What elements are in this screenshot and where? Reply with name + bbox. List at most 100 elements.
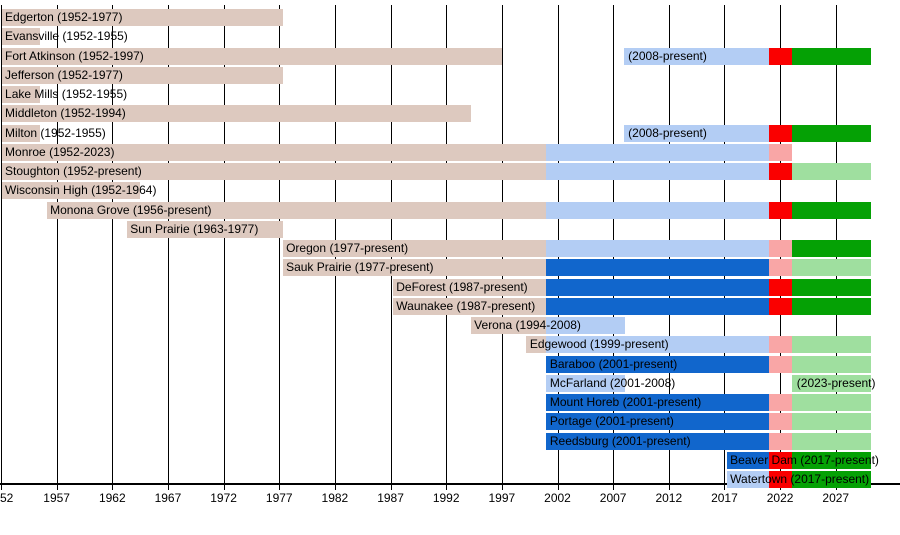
row-label: Fort Atkinson (1952-1997) <box>5 48 144 63</box>
timeline-bar-segment <box>768 240 793 257</box>
timeline-bar-segment <box>126 220 283 238</box>
row-label: Milton (1952-1955) <box>5 125 106 140</box>
timeline-bar-segment <box>792 374 872 392</box>
timeline-bar-segment <box>768 143 793 161</box>
timeline-bar-segment <box>726 471 769 488</box>
row-label: Sauk Prairie (1977-present) <box>286 260 434 275</box>
gridline-52 <box>1 5 2 483</box>
timeline-bar-segment <box>1 66 283 84</box>
axis-tick-label: 2017 <box>711 491 738 505</box>
timeline-bar-segment <box>792 240 872 257</box>
timeline-bar-segment <box>1 105 471 123</box>
timeline-bar-segment <box>792 124 872 142</box>
timeline-bar-segment <box>546 374 626 392</box>
row-label: Mount Horeb (2001-present) <box>549 395 702 409</box>
timeline-bar-segment <box>546 355 769 373</box>
row-label: Oregon (1977-present) <box>286 241 409 255</box>
gridline-1962 <box>112 5 114 483</box>
timeline-bar-segment <box>526 336 547 354</box>
timeline-bar-segment <box>768 394 793 411</box>
row-label: Waunakee (1987-present) <box>396 298 536 313</box>
timeline-bar-segment <box>768 297 793 315</box>
axis-tick-label: 2007 <box>599 491 627 505</box>
row-label: Lake Mills (1952-1955) <box>5 87 128 101</box>
axis-tick-1957 <box>56 485 58 490</box>
timeline-bar-segment <box>1 47 502 65</box>
timeline-bar-segment <box>768 124 793 142</box>
row-label: Edgerton (1952-1977) <box>5 10 123 24</box>
row-label: Portage (2001-present) <box>549 414 674 429</box>
axis-tick-label: 2002 <box>544 491 571 505</box>
row-label: Verona (1994-2008) <box>474 318 581 332</box>
axis-tick-label: 1997 <box>488 491 516 505</box>
row-extra-label: (2008-present) <box>628 125 707 140</box>
gridline-1977 <box>279 5 281 483</box>
timeline-bar-segment <box>792 259 872 277</box>
row-label: DeForest (1987-present) <box>396 279 528 294</box>
x-axis-line <box>0 483 900 485</box>
axis-tick-2007 <box>613 485 615 490</box>
timeline-bar-segment <box>792 471 872 488</box>
timeline-bar-segment <box>792 394 872 411</box>
timeline-bar-segment <box>392 278 547 296</box>
timeline-bar-segment <box>768 201 793 219</box>
timeline-bar-segment <box>792 413 872 431</box>
axis-tick-label: 1972 <box>210 491 237 505</box>
timeline-bar-segment <box>792 336 872 354</box>
axis-tick-1982 <box>334 485 336 490</box>
timeline-bar-segment <box>46 201 547 219</box>
timeline-bar-segment <box>546 394 769 411</box>
timeline-bar-segment <box>392 297 547 315</box>
axis-tick-label: 52 <box>0 491 14 505</box>
timeline-bar-segment <box>768 336 793 354</box>
axis-tick-2002 <box>557 485 559 490</box>
timeline-bar-segment <box>1 182 141 200</box>
axis-tick-1972 <box>223 485 225 490</box>
axis-tick-label: 1992 <box>432 491 460 505</box>
timeline-bar-segment <box>282 240 547 257</box>
axis-tick-label: 1987 <box>377 491 404 505</box>
row-label: Middleton (1952-1994) <box>5 106 126 121</box>
timeline-bar-segment <box>768 432 793 450</box>
axis-tick-1977 <box>279 485 281 490</box>
timeline-bar-segment <box>792 163 872 180</box>
row-label: Monona Grove (1956-present) <box>50 202 212 217</box>
timeline-bar-segment <box>726 451 769 469</box>
row-label: McFarland (2001-2008) <box>549 375 676 390</box>
timeline-bar-segment <box>768 451 793 469</box>
timeline-bar-segment <box>546 432 769 450</box>
timeline-bar-segment <box>792 47 872 65</box>
timeline-bar-segment <box>792 278 872 296</box>
axis-tick-label: 2027 <box>822 491 850 505</box>
row-label: Stoughton (1952-present) <box>5 164 142 178</box>
timeline-bar-segment <box>1 143 547 161</box>
timeline-bar-segment <box>768 278 793 296</box>
gridline-1972 <box>223 5 225 483</box>
axis-tick-2012 <box>668 485 670 490</box>
timeline-bar-segment <box>792 297 872 315</box>
row-label: Watertown (2017-present) <box>730 472 870 486</box>
gridline-1957 <box>56 5 58 483</box>
timeline-bar-segment <box>792 201 872 219</box>
timeline-bar-segment <box>768 259 793 277</box>
row-label: Sun Prairie (1963-1977) <box>130 221 259 236</box>
timeline-bar-segment <box>546 336 769 354</box>
axis-tick-label: 1967 <box>154 491 182 505</box>
timeline-bar-segment <box>1 28 40 46</box>
timeline-bar-segment <box>546 163 769 180</box>
timeline-bar-segment <box>546 278 769 296</box>
timeline-bar-segment <box>546 143 769 161</box>
timeline-bar-segment <box>546 259 769 277</box>
timeline-bar-segment <box>546 317 626 334</box>
row-label: Monroe (1952-2023) <box>5 144 115 159</box>
timeline-bar-segment <box>470 317 547 334</box>
timeline-bar-segment <box>546 297 769 315</box>
row-label: Baraboo (2001-present) <box>549 356 678 371</box>
row-label: Beaver Dam (2017-present) <box>730 452 879 467</box>
row-label: Edgewood (1999-present) <box>529 337 669 352</box>
row-label: Evansville (1952-1955) <box>5 29 128 44</box>
timeline-bar-segment <box>1 86 40 103</box>
axis-tick-1992 <box>446 485 448 490</box>
timeline-bar-segment <box>546 201 769 219</box>
